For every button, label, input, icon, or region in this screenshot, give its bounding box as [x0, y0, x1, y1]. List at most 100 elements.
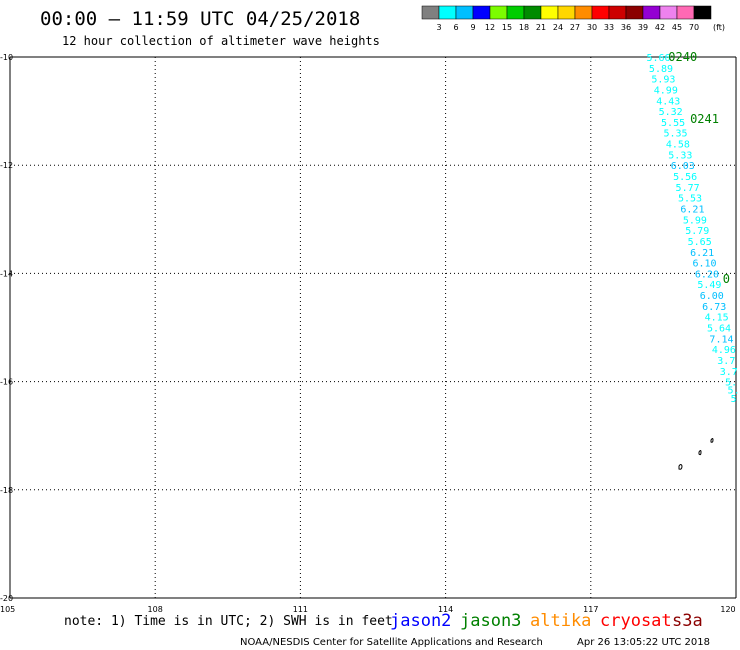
colorbar-label: 70 [689, 23, 699, 32]
footer-note: note: 1) Time is in UTC; 2) SWH is in fe… [64, 614, 393, 629]
wave-height-label: 4.58 [666, 140, 690, 151]
wave-height-label: 5.32 [659, 107, 683, 118]
wave-height-values: 5.665.895.934.994.435.325.555.354.585.33… [647, 53, 740, 405]
colorbar-swatch [489, 5, 508, 20]
wave-height-label: 5.99 [683, 215, 707, 226]
wave-height-label: 5.93 [651, 75, 675, 86]
footer-timestamp: Apr 26 13:05:22 UTC 2018 [577, 637, 710, 648]
grid [10, 57, 736, 598]
x-tick-label: 114 [438, 605, 453, 614]
wave-height-label: 6.00 [700, 291, 724, 302]
island-shape [678, 464, 683, 470]
x-tick-label: 120 [720, 605, 735, 614]
colorbar-swatch [625, 5, 644, 20]
colorbar-swatch [574, 5, 593, 20]
wave-height-label: 5.65 [688, 237, 712, 248]
colorbar-label: 30 [587, 23, 597, 32]
colorbar-swatch [659, 5, 678, 20]
colorbar-label: 21 [536, 23, 546, 32]
wave-height-label: 5.89 [649, 64, 673, 75]
chart-title: 00:00 – 11:59 UTC 04/25/2018 [40, 8, 360, 30]
wave-height-label: 7.14 [709, 334, 733, 345]
wave-height-label: 4.99 [654, 85, 678, 96]
x-tick-label: 117 [583, 605, 598, 614]
colorbar-label: 15 [502, 23, 512, 32]
colorbar-label: 33 [604, 23, 614, 32]
wave-height-label: 6.10 [692, 259, 716, 270]
x-tick-label: 108 [148, 605, 163, 614]
island-shape [698, 450, 702, 456]
colorbar-label: 39 [638, 23, 648, 32]
colorbar-swatch [557, 5, 576, 20]
island-shape [710, 438, 714, 443]
wave-height-label: 5. [725, 378, 737, 389]
axes: 105 108 111 114 117 120 -10 -12 -14 -16 -18 -20 [0, 53, 737, 614]
wave-height-label: 5.77 [676, 183, 700, 194]
colorbar-swatch [642, 5, 661, 20]
colorbar-label: 24 [553, 23, 563, 32]
colorbar-label: 12 [485, 23, 495, 32]
colorbar-swatch [472, 5, 491, 20]
plot-area [10, 57, 736, 598]
wave-height-label: 3.7 [717, 356, 735, 367]
colorbar-label: 45 [672, 23, 682, 32]
wave-height-label: 4.96 [712, 345, 736, 356]
y-tick-label: -18 [0, 486, 13, 495]
y-tick-label: -16 [0, 378, 13, 387]
wave-height-label: 5.79 [685, 226, 709, 237]
colorbar-swatch [693, 5, 712, 20]
colorbar-unit: (ft) [713, 23, 725, 32]
y-tick-label: -14 [0, 269, 13, 278]
colorbar-label: 6 [453, 23, 458, 32]
pass-label: 0241 [690, 112, 719, 126]
footer-credit: NOAA/NESDIS Center for Satellite Applica… [240, 637, 543, 648]
colorbar-label: 9 [470, 23, 475, 32]
colorbar-swatch [591, 5, 610, 20]
pass-label: 0 [723, 272, 730, 286]
wave-height-label: 5.55 [661, 118, 685, 129]
x-tick-label: 111 [293, 605, 308, 614]
satellite-legend-altika: altika [530, 611, 591, 631]
pass-labels: 0240 0241 0 [668, 50, 730, 286]
colorbar-swatch [438, 5, 457, 20]
wave-height-label: 5.64 [707, 324, 731, 335]
wave-height-label: 6.21 [690, 248, 714, 259]
chart-subtitle: 12 hour collection of altimeter wave hei… [62, 34, 380, 48]
wave-height-label: 6.21 [680, 204, 704, 215]
colorbar-label: 27 [570, 23, 580, 32]
wave-height-label: 6.73 [702, 302, 726, 313]
satellite-legend: jason2 jason3 altika cryosat s3a [390, 611, 703, 631]
colorbar-swatch [455, 5, 474, 20]
colorbar-swatch [608, 5, 627, 20]
wave-height-label: 5.53 [678, 194, 702, 205]
wave-height-label: 4.43 [656, 96, 680, 107]
pass-label: 0240 [668, 50, 697, 64]
colorbar: 3 6 9 12 15 18 21 24 27 30 33 36 39 42 45 70 [421, 5, 712, 32]
colorbar-swatch [676, 5, 695, 20]
wave-height-label: 5.33 [668, 150, 692, 161]
wave-height-label: 5.49 [697, 280, 721, 291]
wave-height-label: 6.20 [695, 269, 719, 280]
y-tick-label: -10 [0, 53, 13, 62]
satellite-legend-jason2: jason2 [390, 611, 451, 631]
wave-height-label: 6.03 [671, 161, 695, 172]
wave-height-label: 5.66 [647, 53, 671, 64]
colorbar-swatch [421, 5, 440, 20]
colorbar-label: 3 [436, 23, 441, 32]
plot-frame [10, 57, 736, 598]
wave-height-label: 4.15 [705, 313, 729, 324]
wave-height-label: 5 [731, 394, 737, 405]
satellite-legend-s3a: s3a [672, 611, 703, 631]
wave-height-label: 5.56 [673, 172, 697, 183]
colorbar-label: 42 [655, 23, 665, 32]
wave-height-label: 5.35 [663, 129, 687, 140]
satellite-legend-jason3: jason3 [460, 611, 521, 631]
y-tick-label: -12 [0, 161, 13, 170]
y-tick-label: -20 [0, 594, 13, 603]
colorbar-label: 18 [519, 23, 529, 32]
satellite-legend-cryosat: cryosat [600, 611, 672, 631]
wave-height-label: 3.7 [720, 367, 738, 378]
colorbar-swatch [506, 5, 525, 20]
wave-height-label: 5. [728, 386, 740, 397]
